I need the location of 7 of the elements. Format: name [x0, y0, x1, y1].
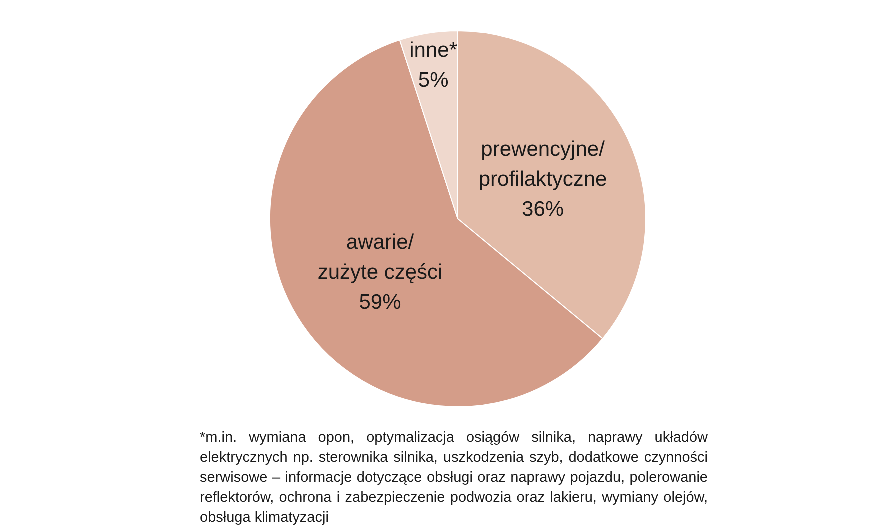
data-label: 36% [522, 197, 564, 220]
text: *m.in. wymiana opon, optymalizacja osiągów silnika, naprawy układów elektrycznych np. sterownika silnika, uszkodzenia szyb, dodatkowe czynności serwisowe – informacje dotyczące obsługi oraz naprawy pojazdu, polerowanie reflektorów, ochrona i zabezpieczenie podwozia oraz lakieru, wymiany olejów, obsługa klimatyzacji [200, 429, 708, 528]
slice-label: inne* [410, 38, 458, 62]
data-label: 59% [359, 290, 402, 314]
slice-label: prewencyjne/profilaktyczne [478, 137, 608, 190]
slice-label: awarie/zużyte części [318, 230, 443, 284]
data-label: 5% [418, 68, 449, 92]
